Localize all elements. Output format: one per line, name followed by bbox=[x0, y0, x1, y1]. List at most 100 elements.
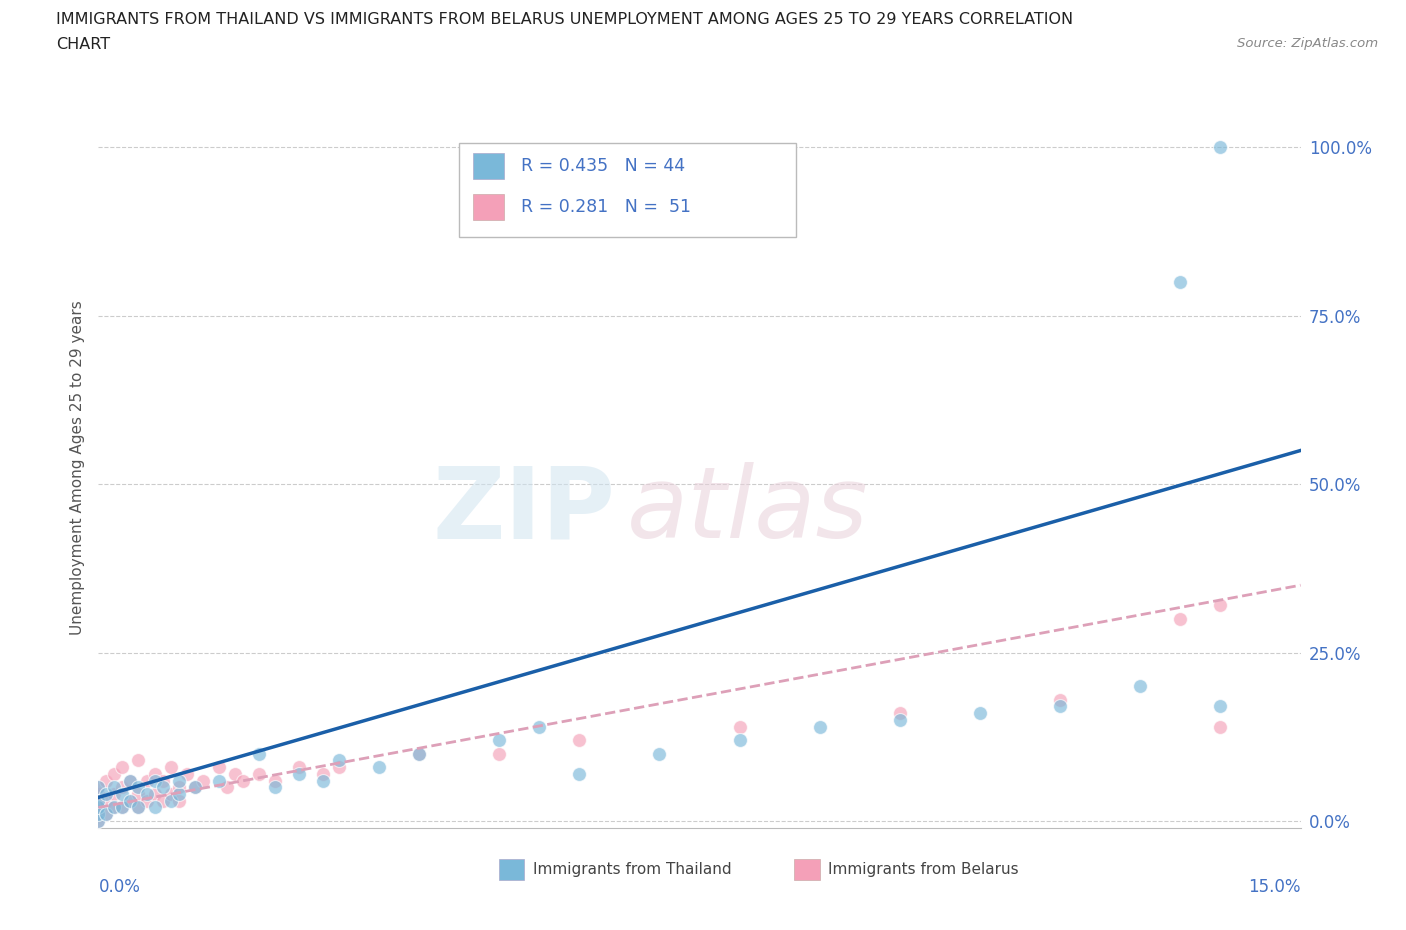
Point bbox=[120, 773, 142, 788]
Point bbox=[183, 780, 205, 795]
Point bbox=[1129, 679, 1152, 694]
Point bbox=[87, 800, 110, 815]
Point bbox=[215, 780, 238, 795]
Point bbox=[87, 814, 110, 829]
Text: 0.0%: 0.0% bbox=[98, 878, 141, 897]
Point bbox=[568, 766, 591, 781]
Point bbox=[135, 787, 157, 802]
Point bbox=[728, 733, 751, 748]
Point bbox=[143, 773, 166, 788]
Point bbox=[128, 800, 150, 815]
Text: Immigrants from Belarus: Immigrants from Belarus bbox=[828, 862, 1019, 877]
Point bbox=[128, 753, 150, 768]
Point bbox=[808, 719, 831, 734]
Point bbox=[167, 793, 190, 808]
Point bbox=[167, 773, 190, 788]
Point bbox=[135, 773, 157, 788]
Point bbox=[529, 719, 551, 734]
Point bbox=[312, 773, 335, 788]
Y-axis label: Unemployment Among Ages 25 to 29 years: Unemployment Among Ages 25 to 29 years bbox=[69, 300, 84, 634]
Text: R = 0.281   N =  51: R = 0.281 N = 51 bbox=[522, 198, 690, 216]
Point bbox=[96, 807, 118, 822]
Text: Immigrants from Thailand: Immigrants from Thailand bbox=[533, 862, 731, 877]
Point bbox=[159, 793, 181, 808]
Point bbox=[1049, 692, 1071, 707]
Point bbox=[1170, 611, 1192, 626]
Text: 15.0%: 15.0% bbox=[1249, 878, 1301, 897]
Text: Source: ZipAtlas.com: Source: ZipAtlas.com bbox=[1237, 37, 1378, 50]
Point bbox=[87, 793, 110, 808]
Point bbox=[263, 773, 285, 788]
Point bbox=[247, 746, 270, 761]
Point bbox=[87, 787, 110, 802]
Point bbox=[87, 807, 110, 822]
Point bbox=[1209, 719, 1232, 734]
Point bbox=[96, 807, 118, 822]
Point bbox=[889, 712, 911, 727]
Point bbox=[167, 780, 190, 795]
Point bbox=[111, 760, 134, 775]
Point bbox=[408, 746, 430, 761]
Point bbox=[208, 773, 231, 788]
Point bbox=[111, 787, 134, 802]
Point bbox=[728, 719, 751, 734]
Point bbox=[183, 780, 205, 795]
Point bbox=[128, 800, 150, 815]
Text: ZIP: ZIP bbox=[433, 462, 616, 559]
Point bbox=[288, 760, 311, 775]
Point bbox=[143, 787, 166, 802]
Point bbox=[152, 793, 174, 808]
Point bbox=[488, 746, 510, 761]
Point bbox=[111, 780, 134, 795]
Point bbox=[1049, 699, 1071, 714]
Point bbox=[408, 746, 430, 761]
Point bbox=[1170, 274, 1192, 289]
Point bbox=[128, 787, 150, 802]
Point bbox=[1209, 598, 1232, 613]
Point bbox=[135, 793, 157, 808]
Text: IMMIGRANTS FROM THAILAND VS IMMIGRANTS FROM BELARUS UNEMPLOYMENT AMONG AGES 25 T: IMMIGRANTS FROM THAILAND VS IMMIGRANTS F… bbox=[56, 12, 1073, 27]
Point bbox=[103, 780, 125, 795]
Point bbox=[120, 793, 142, 808]
Point bbox=[568, 733, 591, 748]
Point bbox=[87, 800, 110, 815]
Point bbox=[128, 780, 150, 795]
Point bbox=[120, 773, 142, 788]
Point bbox=[143, 800, 166, 815]
Point bbox=[328, 760, 350, 775]
Text: atlas: atlas bbox=[627, 462, 869, 559]
Point bbox=[167, 787, 190, 802]
Point bbox=[889, 706, 911, 721]
Point bbox=[208, 760, 231, 775]
Point bbox=[87, 780, 110, 795]
Point bbox=[312, 766, 335, 781]
Point bbox=[103, 800, 125, 815]
Point bbox=[648, 746, 671, 761]
Point bbox=[328, 753, 350, 768]
Point bbox=[247, 766, 270, 781]
Point bbox=[96, 773, 118, 788]
Point bbox=[159, 787, 181, 802]
Point bbox=[263, 780, 285, 795]
Point bbox=[96, 787, 118, 802]
Point bbox=[191, 773, 214, 788]
Point bbox=[488, 733, 510, 748]
Point bbox=[103, 787, 125, 802]
Point bbox=[1209, 140, 1232, 154]
Point bbox=[96, 793, 118, 808]
Point bbox=[232, 773, 254, 788]
Point bbox=[152, 780, 174, 795]
Point bbox=[152, 773, 174, 788]
Point bbox=[969, 706, 991, 721]
Point bbox=[176, 766, 198, 781]
Point bbox=[87, 807, 110, 822]
Text: CHART: CHART bbox=[56, 37, 110, 52]
Point bbox=[288, 766, 311, 781]
Point bbox=[103, 766, 125, 781]
Point bbox=[120, 793, 142, 808]
Point bbox=[87, 793, 110, 808]
Point bbox=[87, 814, 110, 829]
Point bbox=[159, 760, 181, 775]
Point bbox=[111, 800, 134, 815]
Point bbox=[87, 780, 110, 795]
